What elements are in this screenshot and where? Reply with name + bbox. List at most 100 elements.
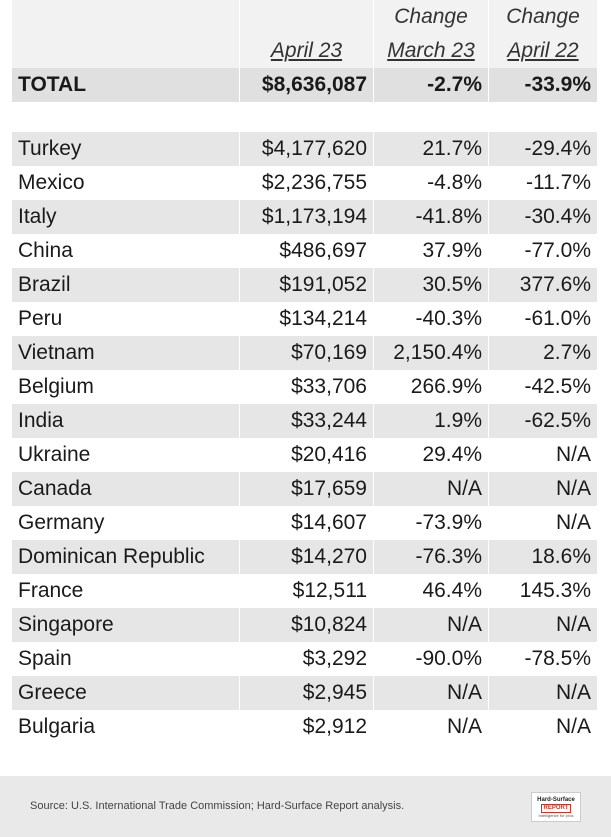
table-body: Turkey $4,177,620 21.7% -29.4% Mexico $2,236,… [12,132,597,744]
change-april-cell: -62.5% [489,404,597,438]
total-change-april: -33.9% [489,68,597,102]
table-row: Germany $14,607 -73.9% N/A [12,506,597,540]
value-cell: $17,659 [240,472,373,506]
country-cell: Germany [18,511,105,534]
change-april-cell: 377.6% [489,268,597,302]
footer: Source: U.S. International Trade Commiss… [0,776,611,837]
imports-table: Change Change April 23 March 23 April 22… [12,0,597,744]
value-cell: $33,244 [240,404,373,438]
table-row: Peru $134,214 -40.3% -61.0% [12,302,597,336]
change-march-cell: N/A [374,472,488,506]
value-cell: $4,177,620 [240,132,373,166]
table-row: Italy $1,173,194 -41.8% -30.4% [12,200,597,234]
table-row: Mexico $2,236,755 -4.8% -11.7% [12,166,597,200]
country-cell: Dominican Republic [12,540,239,574]
table-row: Brazil $191,052 30.5% 377.6% [12,268,597,302]
change-march-cell: -90.0% [415,647,482,670]
table-row: Bulgaria $2,912 N/A N/A [12,710,597,744]
value-cell: $486,697 [279,239,367,262]
total-row: TOTAL $8,636,087 -2.7% -33.9% [12,68,597,102]
change-april-cell: N/A [489,676,597,710]
header-april-23: April 23 [240,34,373,68]
country-cell: Belgium [18,375,94,398]
change-april-cell: -30.4% [489,200,597,234]
header-blank-3 [12,34,239,68]
change-march-cell: 46.4% [422,579,482,602]
logo-line-2: REPORT [541,803,571,813]
country-cell: Brazil [12,268,239,302]
header-row-2: April 23 March 23 April 22 [12,34,597,68]
value-cell: $14,270 [240,540,373,574]
header-row-1: Change Change [12,0,597,34]
change-march-cell: 37.9% [422,239,482,262]
table-row: Greece $2,945 N/A N/A [12,676,597,710]
country-cell: Singapore [12,608,239,642]
change-march-cell: 30.5% [374,268,488,302]
value-cell: $20,416 [291,443,367,466]
table-row: Turkey $4,177,620 21.7% -29.4% [12,132,597,166]
logo-line-1: Hard-Surface [537,796,575,803]
table-row: Belgium $33,706 266.9% -42.5% [12,370,597,404]
source-note: Source: U.S. International Trade Commiss… [30,800,405,812]
hard-surface-report-logo: Hard-Surface REPORT Intelligence for pro… [531,792,581,822]
country-cell: Turkey [12,132,239,166]
change-march-cell: 21.7% [374,132,488,166]
header-blank-1 [12,0,239,34]
country-cell: Ukraine [18,443,91,466]
change-march-cell: N/A [374,676,488,710]
change-march-cell: -73.9% [415,511,482,534]
change-april-cell: -77.0% [524,239,591,262]
header-blank-2 [240,0,373,34]
value-cell: $2,945 [240,676,373,710]
country-cell: Italy [12,200,239,234]
country-cell: Vietnam [12,336,239,370]
total-change-march: -2.7% [374,68,488,102]
change-april-cell: 18.6% [489,540,597,574]
value-cell: $12,511 [292,579,367,602]
table-row: Singapore $10,824 N/A N/A [12,608,597,642]
change-march-cell: -41.8% [374,200,488,234]
change-march-cell: N/A [446,715,482,738]
table-row: Spain $3,292 -90.0% -78.5% [12,642,597,676]
country-cell: France [18,579,84,602]
table-row: India $33,244 1.9% -62.5% [12,404,597,438]
change-march-cell: 266.9% [410,375,482,398]
value-cell: $10,824 [240,608,373,642]
change-april-cell: N/A [555,443,591,466]
change-march-cell: 29.4% [422,443,482,466]
table-spacer [12,102,597,132]
table-row: Canada $17,659 N/A N/A [12,472,597,506]
table-row: France $12,511 46.4% 145.3% [12,574,597,608]
value-cell: $2,912 [302,715,367,738]
value-cell: $191,052 [240,268,373,302]
total-value: $8,636,087 [240,68,373,102]
total-label: TOTAL [12,68,239,102]
change-march-cell: N/A [374,608,488,642]
value-cell: $14,607 [291,511,367,534]
change-april-cell: N/A [555,715,591,738]
change-april-cell: -42.5% [524,375,591,398]
value-cell: $3,292 [302,647,367,670]
change-april-cell: 2.7% [489,336,597,370]
change-march-cell: -40.3% [415,307,482,330]
change-march-cell: 1.9% [374,404,488,438]
country-cell: China [18,239,73,262]
logo-line-3: Intelligence for pros [538,812,574,818]
header-change-march: Change [374,0,488,34]
header-change-april: Change [489,0,597,34]
country-cell: Bulgaria [18,715,96,738]
value-cell: $134,214 [279,307,367,330]
change-april-cell: N/A [489,472,597,506]
change-march-cell: 2,150.4% [374,336,488,370]
value-cell: $1,173,194 [240,200,373,234]
change-april-cell: -61.0% [524,307,591,330]
value-cell: $33,706 [291,375,367,398]
country-cell: India [12,404,239,438]
country-cell: Mexico [18,171,85,194]
table-row: Dominican Republic $14,270 -76.3% 18.6% [12,540,597,574]
change-april-cell: 145.3% [519,579,591,602]
country-cell: Spain [18,647,72,670]
header-march-23: March 23 [374,34,488,68]
change-april-cell: -78.5% [524,647,591,670]
table-row: China $486,697 37.9% -77.0% [12,234,597,268]
